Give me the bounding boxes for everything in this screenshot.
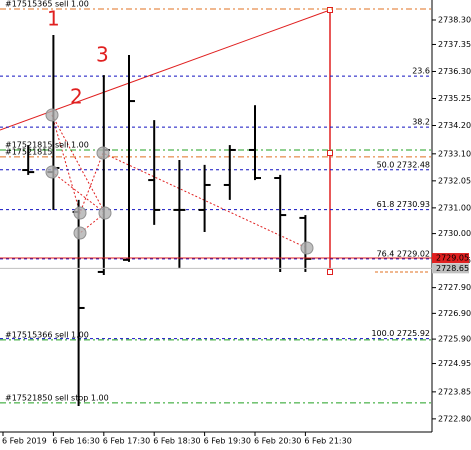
wave-point (45, 165, 59, 179)
order-label: #17515366 sell 1.00 (5, 330, 89, 339)
y-tick-label: 2735.25 (438, 94, 471, 103)
x-tick-label: 6 Feb 18:30 (153, 437, 200, 446)
y-tick-label: 2731.00 (438, 203, 471, 212)
wave-point (98, 206, 112, 220)
y-tick-label: 2736.30 (438, 67, 471, 76)
x-tick-label: 6 Feb 20:30 (254, 437, 301, 446)
wave-label: 3 (96, 43, 109, 67)
y-tick-label: 2723.85 (438, 387, 471, 396)
price-tag-label: 2728.65 (436, 264, 469, 273)
fib-label: 38.2 (412, 118, 430, 127)
y-tick-label: 2730.00 (438, 229, 471, 238)
wave-point (73, 206, 87, 220)
wave-point (73, 226, 87, 240)
wave-point (45, 108, 59, 122)
y-tick-label: 2733.10 (438, 149, 471, 158)
y-tick-label: 2737.35 (438, 40, 471, 49)
wave-label: 1 (47, 7, 60, 31)
y-tick-label: 2738.30 (438, 16, 471, 25)
fib-label: 100.0 2725.92 (371, 329, 430, 338)
y-tick-label: 2725.90 (438, 335, 471, 344)
y-tick-label: 2727.90 (438, 283, 471, 292)
y-tick-label: 2726.90 (438, 309, 471, 318)
x-tick-label: 6 Feb 2019 (2, 437, 47, 446)
fib-label: 76.4 2729.02 (377, 249, 430, 258)
fib-label: 23.6 (412, 67, 430, 76)
fib-label: 61.8 2730.93 (377, 200, 430, 209)
y-tick-label: 2722.80 (438, 414, 471, 423)
order-label: #17521850 sell stop 1.00 (5, 393, 109, 402)
price-tag (432, 263, 469, 274)
price-tag-label: 2729.05 (436, 254, 469, 263)
y-tick-label: 2732.05 (438, 176, 471, 185)
measure-handles (327, 7, 333, 275)
x-tick-label: 6 Feb 17:30 (103, 437, 150, 446)
x-tick-label: 6 Feb 21:30 (304, 437, 351, 446)
order-label: #17521815 sell 1.00 (5, 140, 89, 149)
wave-point (300, 241, 314, 255)
x-tick-label: 6 Feb 16:30 (52, 437, 99, 446)
y-tick-label: 2734.20 (438, 121, 471, 130)
order-label: #17515365 sell 1.00 (5, 0, 89, 8)
wave-point (96, 146, 110, 160)
fib-label: 50.0 2732.48 (377, 160, 430, 169)
y-tick-label: 2724.95 (438, 359, 471, 368)
price-tag (432, 253, 469, 264)
wave-lines (51, 114, 308, 249)
x-tick-label: 6 Feb 19:30 (204, 437, 251, 446)
wave-label: 2 (70, 85, 83, 109)
